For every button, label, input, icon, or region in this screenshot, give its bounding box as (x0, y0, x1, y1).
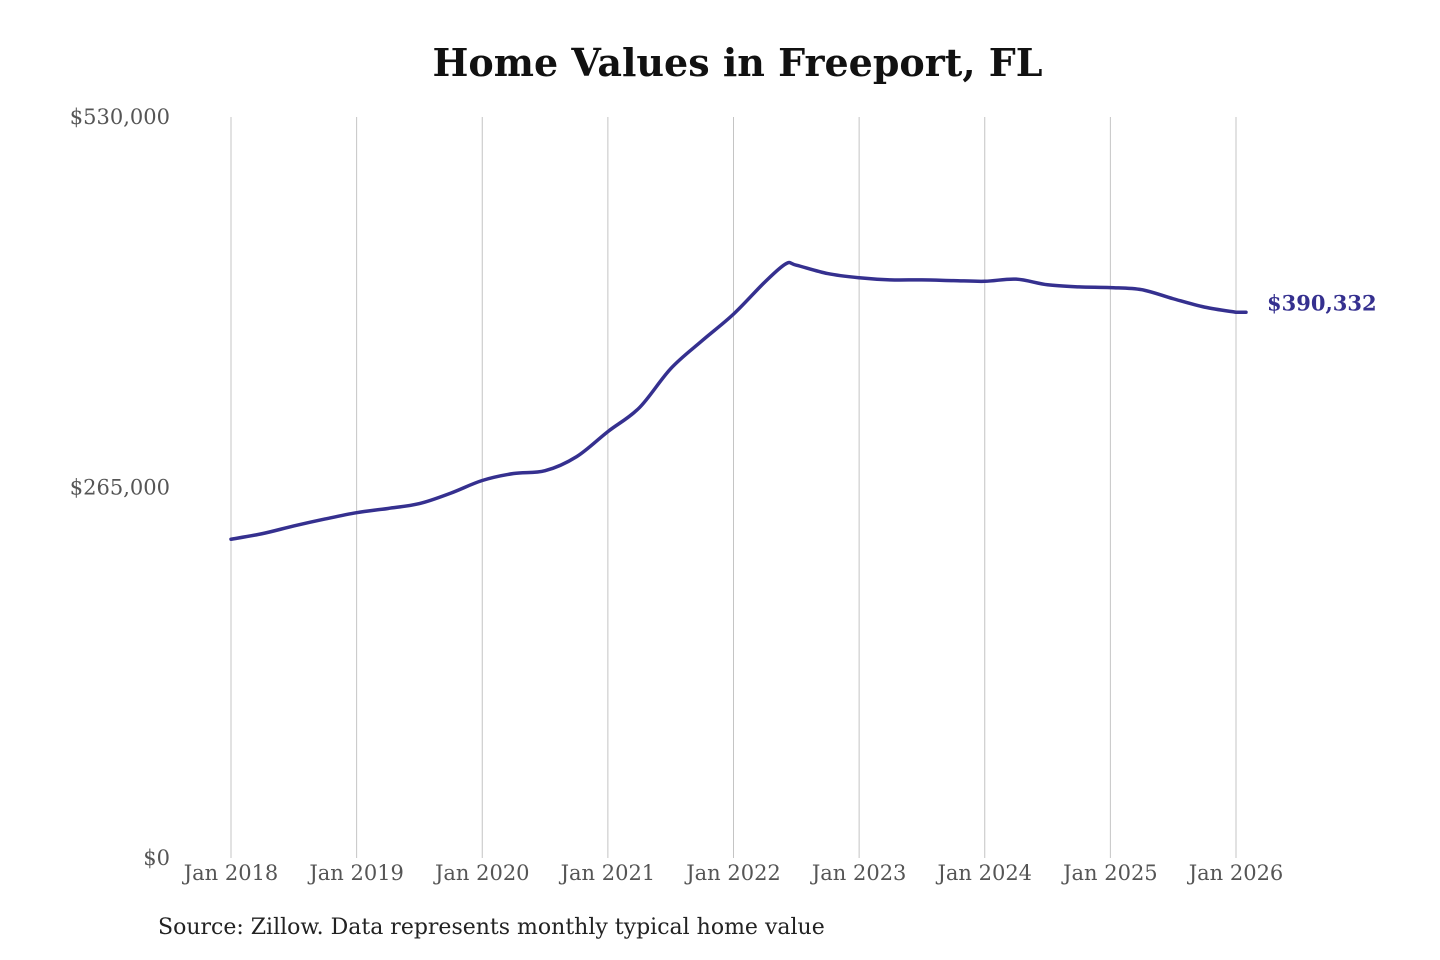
y-tick-label: $0 (143, 846, 170, 870)
x-tick-label: Jan 2026 (1187, 861, 1284, 885)
x-tick-label: Jan 2025 (1061, 861, 1158, 885)
x-tick-label: Jan 2020 (433, 861, 530, 885)
x-tick-label: Jan 2024 (935, 861, 1032, 885)
x-tick-label: Jan 2018 (182, 861, 279, 885)
x-tick-label: Jan 2023 (810, 861, 907, 885)
end-value-label: $390,332 (1267, 290, 1377, 315)
y-tick-label: $265,000 (70, 476, 170, 500)
x-tick-label: Jan 2019 (307, 861, 404, 885)
x-tick-label: Jan 2022 (684, 861, 781, 885)
source-note: Source: Zillow. Data represents monthly … (158, 915, 825, 940)
x-tick-label: Jan 2021 (559, 861, 656, 885)
series-line (229, 260, 1248, 541)
chart-title: Home Values in Freeport, FL (432, 40, 1043, 85)
y-tick-label: $530,000 (70, 105, 170, 129)
